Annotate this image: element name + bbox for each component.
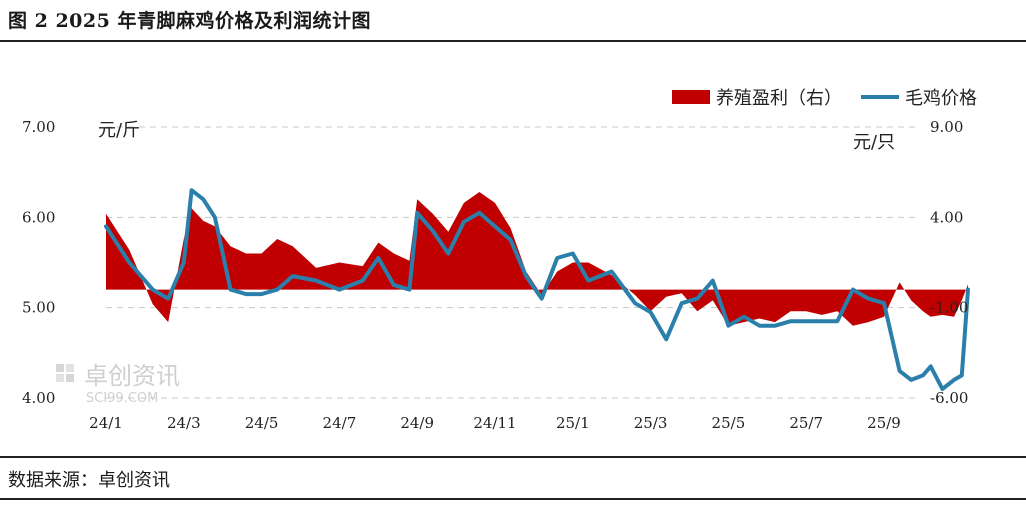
data-source: 数据来源：卓创资讯	[8, 470, 170, 491]
x-tick-0: 24/1	[89, 414, 123, 432]
x-tick-9: 25/7	[789, 414, 823, 432]
x-tick-1: 24/3	[167, 414, 201, 432]
legend-label-price: 毛鸡价格	[905, 88, 977, 109]
left-tick-3: 7.00	[22, 118, 55, 136]
title-divider	[0, 40, 1026, 42]
watermark: 卓创资讯 SCI99.COM	[56, 362, 180, 406]
watermark-name: 卓创资讯	[84, 362, 180, 390]
legend-label-profit: 养殖盈利（右）	[716, 87, 842, 109]
left-axis-unit: 元/斤	[98, 120, 140, 141]
right-tick-1: -1.00	[930, 299, 968, 317]
x-tick-8: 25/5	[712, 414, 746, 432]
right-axis-unit: 元/只	[853, 132, 895, 153]
right-tick-0: -6.00	[930, 389, 968, 407]
x-tick-4: 24/9	[400, 414, 434, 432]
legend: 养殖盈利（右） 毛鸡价格	[672, 87, 977, 109]
left-tick-0: 4.00	[22, 389, 55, 407]
x-tick-7: 25/3	[634, 414, 668, 432]
x-tick-3: 24/7	[323, 414, 357, 432]
chart-title: 图 2 2025 年青脚麻鸡价格及利润统计图	[8, 10, 371, 32]
chart-canvas: 4.00 5.00 6.00 7.00 -6.00 -1.00 4.00 9.00 24/1 24…	[22, 87, 977, 432]
right-tick-2: 4.00	[930, 208, 963, 226]
x-tick-5: 24/11	[473, 414, 516, 432]
left-tick-1: 5.00	[22, 299, 55, 317]
price-line	[104, 188, 970, 391]
bottom-divider	[0, 498, 1026, 500]
x-tick-2: 24/5	[245, 414, 279, 432]
watermark-domain: SCI99.COM	[86, 391, 158, 406]
profit-area-layer	[106, 192, 968, 326]
legend-swatch-profit	[672, 90, 710, 104]
x-tick-10: 25/9	[867, 414, 901, 432]
right-tick-3: 9.00	[930, 118, 963, 136]
tick-label-layer: 4.00 5.00 6.00 7.00 -6.00 -1.00 4.00 9.00 24/1 24…	[22, 118, 968, 432]
price-line-layer	[104, 188, 970, 391]
x-tick-6: 25/1	[556, 414, 590, 432]
left-tick-2: 6.00	[22, 208, 55, 226]
profit-area	[106, 192, 968, 326]
footer-divider	[0, 456, 1026, 458]
